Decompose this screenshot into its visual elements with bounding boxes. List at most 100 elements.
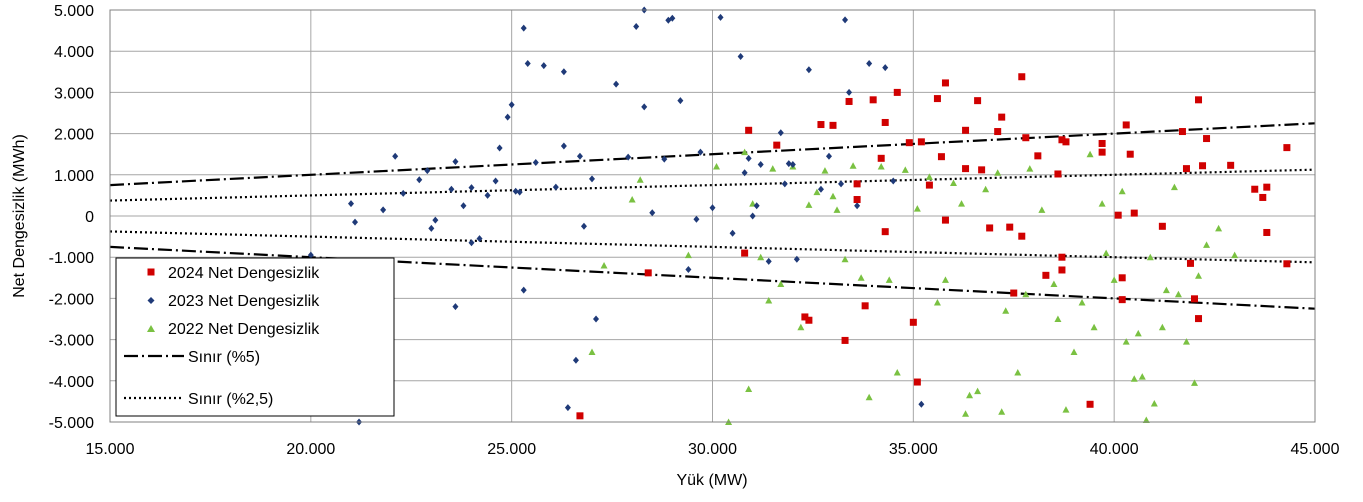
point-2024 xyxy=(1010,289,1018,297)
point-2023 xyxy=(745,154,752,162)
x-axis-title: Yük (MW) xyxy=(676,472,747,489)
point-2023 xyxy=(448,185,455,193)
point-2023 xyxy=(496,144,503,152)
point-2024 xyxy=(905,139,913,147)
point-2023 xyxy=(882,64,889,72)
point-2022 xyxy=(925,173,933,180)
point-2023 xyxy=(757,161,764,168)
point-2022 xyxy=(1174,290,1182,298)
point-2022 xyxy=(1118,187,1126,195)
point-2022 xyxy=(1138,373,1146,380)
y-tick-labels: 5.000 4.000 3.000 2.000 1.000 0 -1.000 -2.000 -3… xyxy=(49,3,94,432)
point-2024 xyxy=(1022,134,1030,142)
point-2022 xyxy=(1142,416,1150,423)
point-2024 xyxy=(1086,400,1094,408)
x-tick-label: 25.000 xyxy=(487,441,536,458)
point-2023 xyxy=(765,257,772,265)
point-2024 xyxy=(881,228,889,236)
y-tick-label: -1.000 xyxy=(49,250,94,267)
point-2024 xyxy=(1054,170,1062,178)
point-2022 xyxy=(1122,338,1130,345)
point-2023 xyxy=(737,53,744,61)
point-2024 xyxy=(1018,232,1026,240)
point-2024 xyxy=(644,269,652,277)
point-2024 xyxy=(1251,185,1259,193)
point-2022 xyxy=(1170,183,1178,191)
point-2024 xyxy=(1199,162,1207,170)
point-2022 xyxy=(813,188,821,196)
y-tick-label: -4.000 xyxy=(49,374,94,391)
point-2022 xyxy=(821,167,829,174)
point-2022 xyxy=(1195,272,1203,279)
point-2022 xyxy=(841,255,849,263)
point-2023 xyxy=(572,356,579,364)
legend-label-2022: 2022 Net Dengesizlik xyxy=(168,321,320,338)
point-2023 xyxy=(918,400,925,408)
point-2022 xyxy=(893,369,901,376)
point-2024 xyxy=(893,88,901,96)
point-2023 xyxy=(866,60,873,68)
point-2022 xyxy=(757,253,765,261)
point-2022 xyxy=(1054,315,1062,322)
point-2024 xyxy=(829,121,837,129)
point-2024 xyxy=(986,224,994,232)
point-2024 xyxy=(1182,165,1190,173)
y-tick-label: -3.000 xyxy=(49,333,94,350)
point-2023 xyxy=(741,169,748,177)
point-2024 xyxy=(853,180,861,188)
point-2023 xyxy=(793,255,800,263)
point-2023 xyxy=(452,303,459,311)
point-2023 xyxy=(854,202,861,210)
legend-marker-2022 xyxy=(147,325,155,332)
point-2023 xyxy=(508,101,515,109)
y-tick-label: -5.000 xyxy=(49,415,94,432)
point-2022 xyxy=(1150,399,1158,407)
point-2024 xyxy=(974,97,982,105)
point-2023 xyxy=(504,113,511,121)
point-2022 xyxy=(1182,338,1190,345)
point-2023 xyxy=(492,177,499,185)
point-2024 xyxy=(909,318,917,326)
point-2023 xyxy=(693,215,700,223)
point-2022 xyxy=(933,299,941,306)
point-2024 xyxy=(933,95,941,103)
point-2024 xyxy=(1034,152,1042,160)
point-2023 xyxy=(729,229,736,237)
point-2024 xyxy=(962,165,970,173)
limit-line-2-5-upper xyxy=(109,168,1316,202)
point-2024 xyxy=(1058,253,1066,261)
point-2022 xyxy=(1098,200,1106,207)
point-2022 xyxy=(769,165,777,172)
point-2022 xyxy=(885,276,893,283)
point-2022 xyxy=(588,348,596,355)
point-2024 xyxy=(841,336,849,344)
point-2022 xyxy=(600,261,608,269)
point-2023 xyxy=(524,60,531,68)
point-2022 xyxy=(962,410,970,417)
point-2023 xyxy=(825,152,832,160)
x-tick-label: 20.000 xyxy=(286,441,335,458)
plot-border xyxy=(109,9,1316,423)
point-2023 xyxy=(785,160,792,168)
point-2024 xyxy=(941,216,949,224)
point-2022 xyxy=(1162,286,1170,294)
point-2022 xyxy=(1078,299,1086,306)
x-tick-label: 30.000 xyxy=(688,441,737,458)
point-2024 xyxy=(1283,260,1291,268)
point-2024 xyxy=(1058,266,1066,274)
point-2022 xyxy=(865,393,873,401)
point-2022 xyxy=(913,205,921,212)
point-2024 xyxy=(962,126,970,134)
point-2022 xyxy=(1062,406,1070,413)
point-2023 xyxy=(560,142,567,150)
point-2023 xyxy=(400,189,407,197)
point-2023 xyxy=(520,24,527,32)
y-tick-label: 1.000 xyxy=(54,168,94,185)
point-2022 xyxy=(1134,329,1142,337)
point-2024 xyxy=(1195,96,1203,104)
point-2024 xyxy=(1186,259,1194,267)
point-2023 xyxy=(392,152,399,160)
point-2024 xyxy=(576,412,584,420)
point-2024 xyxy=(1191,295,1198,303)
point-2024 xyxy=(773,141,781,149)
